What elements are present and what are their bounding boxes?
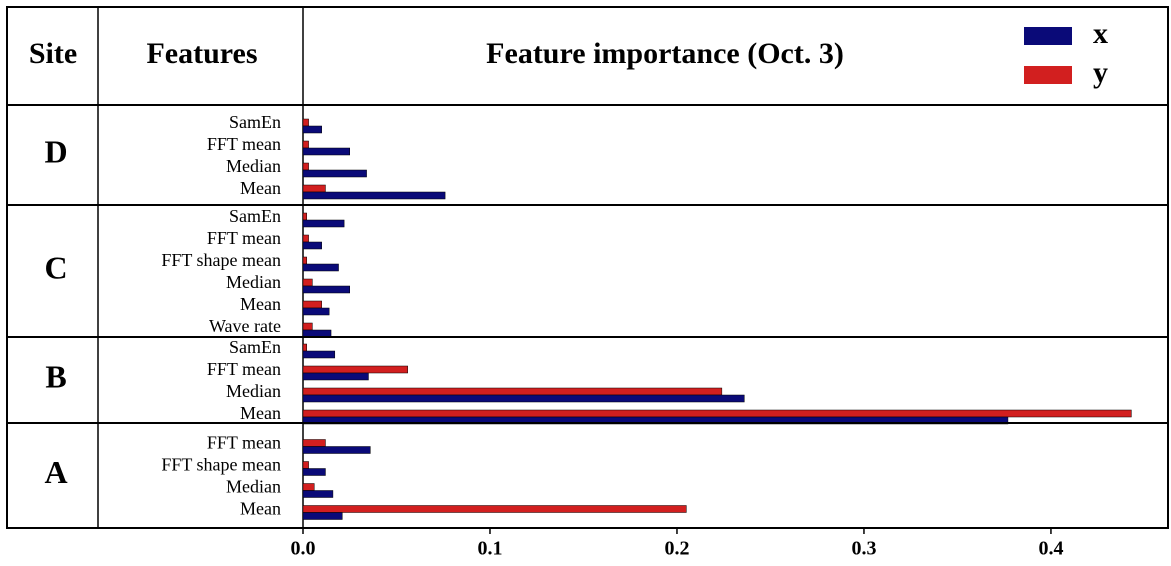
legend-swatch: [1024, 66, 1072, 84]
feature-label: SamEn: [229, 112, 281, 132]
bar: [302, 343, 307, 352]
header: Site: [29, 37, 77, 70]
x-tick-label: 0.3: [851, 538, 876, 560]
x-tick-label: 0.0: [291, 538, 316, 560]
bar: [302, 147, 350, 156]
bar: [302, 461, 309, 469]
bar: [302, 505, 687, 513]
feature-label: FFT shape mean: [161, 250, 281, 270]
table-border: [6, 6, 1169, 529]
chart-title: Feature importance (Oct. 3): [486, 37, 844, 70]
bar: [302, 162, 309, 171]
feature-label: FFT shape mean: [161, 455, 281, 475]
feature-label: Median: [226, 477, 281, 497]
legend-label: y: [1093, 56, 1108, 89]
bar: [302, 263, 339, 272]
feature-label: Mean: [240, 403, 281, 423]
feature-label: Median: [226, 272, 281, 292]
site-label: D: [44, 133, 67, 169]
bar: [302, 394, 745, 403]
feature-label: Mean: [240, 499, 281, 519]
bar: [302, 118, 309, 127]
bar: [302, 278, 313, 287]
bar: [302, 350, 336, 359]
bar: [302, 256, 307, 265]
feature-label: FFT mean: [207, 359, 281, 379]
bar: [302, 300, 322, 309]
bar: [302, 387, 723, 396]
legend-swatch: [1024, 27, 1072, 45]
bar: [302, 285, 350, 294]
bar: [302, 490, 334, 498]
x-tick-label: 0.4: [1038, 538, 1063, 560]
bar: [302, 241, 322, 250]
bar: [302, 191, 446, 200]
site-label: A: [44, 454, 67, 490]
feature-label: Wave rate: [209, 316, 281, 336]
feature-label: Mean: [240, 294, 281, 314]
bar: [302, 140, 309, 149]
feature-label: FFT mean: [207, 433, 281, 453]
bar: [302, 322, 313, 331]
header: Features: [146, 37, 257, 70]
feature-label: Median: [226, 381, 281, 401]
feature-label: Median: [226, 156, 281, 176]
bar: [302, 446, 371, 454]
bar: [302, 234, 309, 243]
bar: [302, 468, 326, 476]
bar: [302, 372, 369, 381]
feature-label: Mean: [240, 178, 281, 198]
bar: [302, 219, 345, 228]
site-label: C: [44, 249, 67, 285]
bar: [302, 329, 332, 338]
x-tick-label: 0.2: [664, 538, 689, 560]
feature-label: SamEn: [229, 337, 281, 357]
bar: [302, 212, 307, 221]
bar: [302, 365, 408, 374]
bar: [302, 307, 330, 316]
bar: [302, 169, 367, 178]
bar: [302, 439, 326, 447]
bar: [302, 512, 343, 520]
site-label: B: [45, 358, 66, 394]
feature-label: SamEn: [229, 206, 281, 226]
bar: [302, 125, 322, 134]
x-tick-label: 0.1: [477, 538, 502, 560]
legend-label: x: [1093, 17, 1108, 50]
feature-label: FFT mean: [207, 134, 281, 154]
bar: [302, 483, 315, 491]
bar: [302, 184, 326, 193]
bar: [302, 409, 1132, 418]
feature-label: FFT mean: [207, 228, 281, 248]
